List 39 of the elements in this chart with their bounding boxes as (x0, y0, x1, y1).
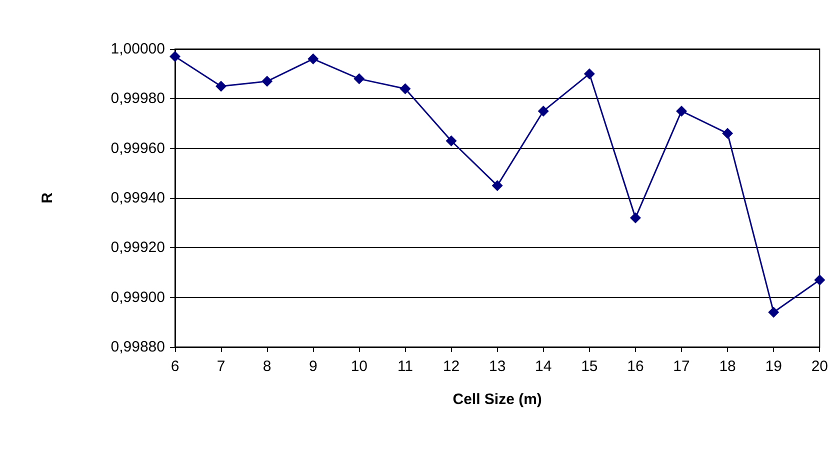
y-tick-label: 0,99960 (110, 140, 165, 157)
point (584, 68, 595, 80)
point (492, 180, 503, 192)
point (630, 212, 641, 224)
point (722, 128, 734, 139)
x-tick-label: 18 (719, 358, 736, 375)
point (768, 306, 780, 318)
x-tick-label: 16 (627, 358, 644, 375)
y-tick-label: 0,99920 (110, 239, 165, 256)
x-tick-label: 8 (262, 358, 272, 375)
y-tick-label: 0,99880 (110, 338, 165, 356)
x-tick-label: 14 (535, 358, 552, 375)
x-tick-label: 19 (765, 358, 782, 375)
x-tick-label: 7 (216, 358, 226, 375)
y-tick-label: 1,00000 (110, 40, 165, 58)
point (308, 53, 319, 64)
x-tick-label: 11 (397, 358, 414, 375)
x-tick-label: 15 (581, 358, 598, 375)
x-tick-label: 13 (488, 358, 506, 375)
x-tick-label: 12 (442, 358, 460, 375)
y-tick-label: 0,99940 (110, 190, 165, 206)
x-tick-label: 9 (308, 358, 318, 375)
x-tick-label: 10 (350, 358, 368, 375)
point (170, 50, 180, 62)
point (354, 73, 365, 84)
point (262, 76, 273, 87)
y-tick-label: 0,99980 (110, 90, 165, 108)
y-axis-title: R (39, 192, 56, 204)
point (538, 106, 549, 117)
point (400, 83, 411, 94)
point (814, 274, 826, 286)
x-axis-title: Cell Size (m) (452, 391, 542, 408)
point (446, 135, 457, 146)
x-tick-label: 17 (673, 358, 690, 375)
y-tick-label: 0,99900 (110, 288, 165, 306)
point (216, 80, 227, 92)
point (676, 106, 688, 117)
x-tick-label: 20 (811, 358, 828, 375)
x-tick-label: 6 (170, 358, 180, 375)
